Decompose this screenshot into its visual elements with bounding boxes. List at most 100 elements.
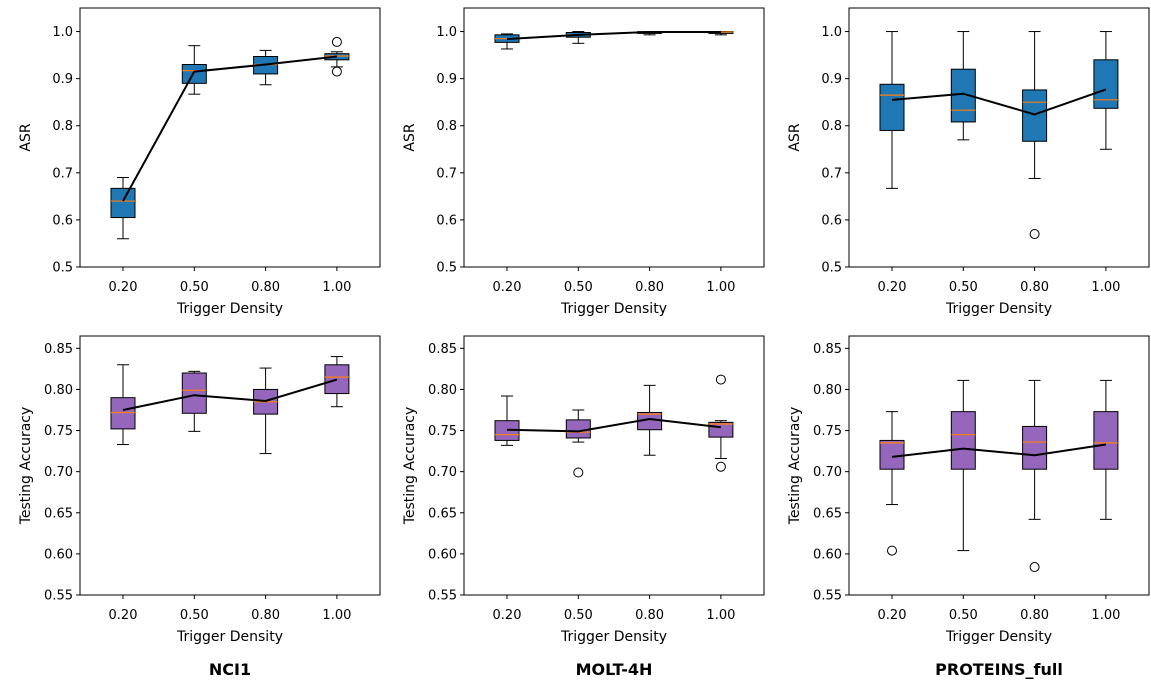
outlier-point bbox=[573, 467, 584, 478]
box-iqr bbox=[324, 364, 350, 395]
x-tick-label: 0.20 bbox=[109, 608, 138, 623]
box-0.80 bbox=[1022, 31, 1048, 240]
outlier-point bbox=[887, 545, 897, 556]
box-0.80 bbox=[253, 367, 279, 455]
x-axis-label: Trigger Density bbox=[945, 629, 1052, 645]
subplot-molt-4h-asr: 0.5 0.6 0.7 0.8 0.9 1.0 0.20 0.50 0.80 1.00 Trigge… bbox=[402, 7, 765, 317]
box-iqr bbox=[879, 83, 905, 131]
y-tick-label: 0.6 bbox=[821, 213, 842, 228]
x-tick-label: 1.00 bbox=[1091, 280, 1120, 295]
y-axis-label: Testing Accuracy bbox=[18, 407, 34, 526]
box-1.00 bbox=[324, 356, 350, 408]
x-tick-label: 0.20 bbox=[878, 280, 907, 295]
x-tick-label: 1.00 bbox=[322, 608, 351, 623]
y-tick-label: 0.7 bbox=[52, 166, 73, 181]
x-tick-label: 0.50 bbox=[949, 280, 978, 295]
x-axis-label: Trigger Density bbox=[176, 629, 283, 645]
y-tick-label: 0.60 bbox=[428, 547, 457, 562]
box-iqr bbox=[879, 439, 905, 470]
y-tick-label: 0.70 bbox=[428, 465, 457, 480]
y-tick-label: 1.0 bbox=[52, 25, 73, 40]
y-tick-label: 0.55 bbox=[428, 589, 457, 604]
x-tick-label: 0.80 bbox=[251, 608, 280, 623]
box-0.50 bbox=[565, 409, 591, 478]
box-1.00 bbox=[1093, 379, 1119, 520]
y-tick-label: 0.8 bbox=[436, 119, 457, 134]
x-tick-label: 0.50 bbox=[180, 280, 209, 295]
column-title-proteins-full: PROTEINS_full bbox=[935, 660, 1063, 679]
subplot-molt-4h-accuracy: 0.55 0.60 0.65 0.70 0.75 0.80 0.85 0.20 0.50 0.80… bbox=[402, 335, 765, 645]
box-0.20 bbox=[494, 33, 520, 50]
box-0.50 bbox=[950, 31, 976, 141]
box-0.50 bbox=[181, 45, 207, 95]
box-0.50 bbox=[950, 379, 976, 552]
box-0.80 bbox=[253, 49, 279, 86]
outlier-point bbox=[1029, 229, 1040, 240]
y-tick-label: 0.70 bbox=[813, 465, 842, 480]
outlier-point bbox=[331, 66, 342, 77]
outlier-point bbox=[1029, 562, 1040, 573]
y-axis-label: ASR bbox=[787, 123, 803, 151]
x-axis-label: Trigger Density bbox=[176, 301, 283, 317]
axes-frame bbox=[848, 7, 1150, 268]
mean-trend-line bbox=[506, 418, 722, 433]
x-axis-label: Trigger Density bbox=[945, 301, 1052, 317]
y-tick-label: 0.80 bbox=[44, 383, 73, 398]
mean-trend-line bbox=[891, 443, 1107, 458]
x-tick-label: 0.80 bbox=[635, 608, 664, 623]
outlier-point bbox=[331, 36, 342, 47]
box-iqr bbox=[110, 397, 136, 430]
axes-frame bbox=[463, 7, 765, 268]
y-axis-label: Testing Accuracy bbox=[787, 407, 803, 526]
y-axis-label: Testing Accuracy bbox=[402, 407, 418, 526]
y-tick-label: 0.85 bbox=[813, 342, 842, 357]
box-iqr bbox=[110, 187, 136, 219]
y-tick-label: 0.70 bbox=[44, 465, 73, 480]
y-tick-label: 0.55 bbox=[44, 589, 73, 604]
y-tick-label: 0.9 bbox=[52, 72, 73, 87]
box-iqr bbox=[950, 411, 976, 470]
subplot-nci1-asr: 0.5 0.6 0.7 0.8 0.9 1.0 0.20 0.50 0.80 1.00 Trigge… bbox=[18, 7, 381, 317]
column-title-nci1: NCI1 bbox=[209, 660, 251, 679]
y-tick-label: 0.75 bbox=[428, 424, 457, 439]
y-tick-label: 0.80 bbox=[813, 383, 842, 398]
box-iqr bbox=[1022, 425, 1048, 470]
x-axis-label: Trigger Density bbox=[560, 301, 667, 317]
y-tick-label: 0.65 bbox=[428, 506, 457, 521]
box-0.50 bbox=[565, 31, 591, 44]
y-tick-label: 0.9 bbox=[436, 72, 457, 87]
x-tick-label: 0.20 bbox=[493, 280, 522, 295]
x-tick-label: 0.50 bbox=[180, 608, 209, 623]
box-iqr bbox=[181, 64, 207, 84]
y-tick-label: 0.5 bbox=[52, 261, 73, 276]
box-0.20 bbox=[879, 31, 905, 189]
axes-frame bbox=[848, 335, 1150, 596]
x-tick-label: 0.20 bbox=[493, 608, 522, 623]
y-tick-label: 0.7 bbox=[436, 166, 457, 181]
x-tick-label: 0.20 bbox=[109, 280, 138, 295]
box-1.00 bbox=[708, 374, 734, 472]
y-tick-label: 0.8 bbox=[821, 119, 842, 134]
x-tick-label: 0.50 bbox=[564, 280, 593, 295]
x-tick-label: 0.20 bbox=[878, 608, 907, 623]
y-tick-label: 0.75 bbox=[813, 424, 842, 439]
y-tick-label: 0.85 bbox=[44, 342, 73, 357]
outlier-point bbox=[715, 374, 726, 385]
box-0.20 bbox=[110, 177, 136, 240]
box-iqr bbox=[1022, 89, 1048, 142]
subplot-nci1-accuracy: 0.55 0.60 0.65 0.70 0.75 0.80 0.85 0.20 0.50 0.80… bbox=[18, 335, 381, 645]
y-tick-label: 0.7 bbox=[821, 166, 842, 181]
x-axis-label: Trigger Density bbox=[560, 629, 667, 645]
box-iqr bbox=[1093, 411, 1119, 470]
box-0.20 bbox=[110, 364, 136, 446]
y-tick-label: 0.60 bbox=[813, 547, 842, 562]
y-tick-label: 0.60 bbox=[44, 547, 73, 562]
box-1.00 bbox=[1093, 31, 1119, 150]
mean-trend-line bbox=[506, 31, 721, 41]
mean-trend-line bbox=[891, 88, 1107, 116]
x-tick-label: 0.80 bbox=[635, 280, 664, 295]
column-title-molt-4h: MOLT-4H bbox=[576, 660, 653, 679]
box-0.20 bbox=[879, 411, 905, 556]
y-tick-label: 1.0 bbox=[436, 25, 457, 40]
